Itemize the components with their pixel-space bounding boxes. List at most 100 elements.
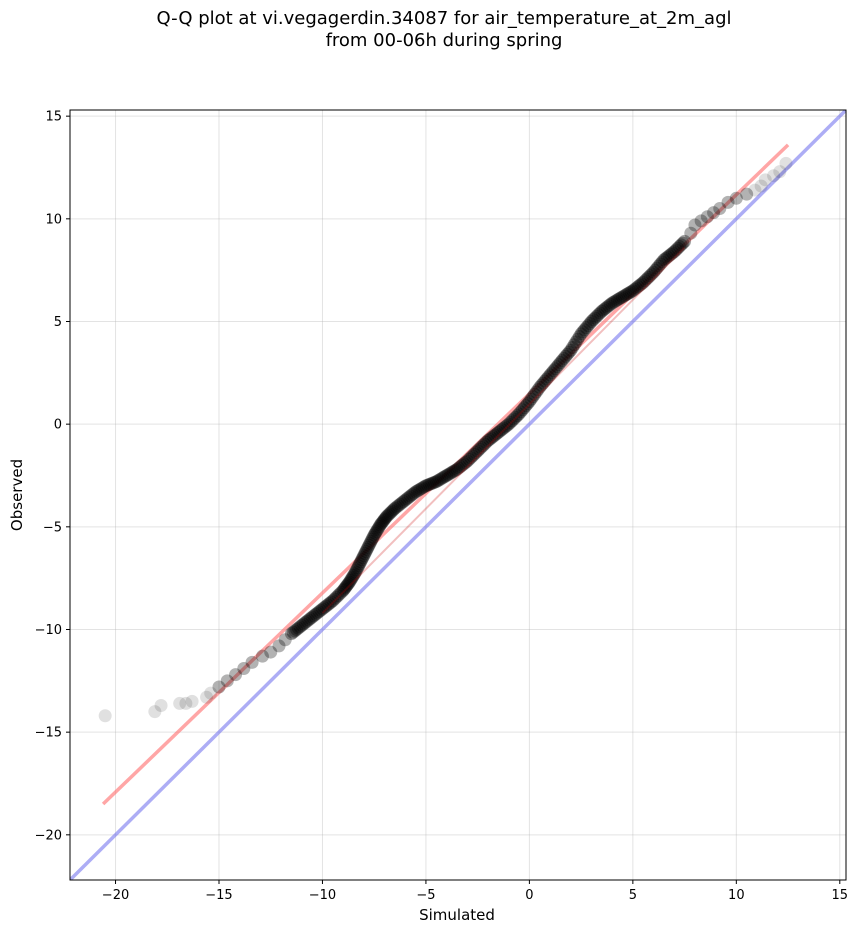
qq-point xyxy=(605,296,619,310)
qq-point xyxy=(419,479,433,493)
qq-point xyxy=(364,534,378,548)
qq-point xyxy=(346,568,360,582)
qq-point xyxy=(356,551,370,565)
qq-point xyxy=(519,399,533,413)
qq-point xyxy=(545,366,559,380)
qq-point xyxy=(779,156,793,170)
qq-point xyxy=(626,284,640,298)
y-tick-label: −5 xyxy=(43,520,62,535)
qq-point xyxy=(521,397,535,411)
qq-point xyxy=(490,427,504,441)
qq-point xyxy=(493,424,507,438)
qq-point xyxy=(272,639,286,653)
qq-point xyxy=(526,390,540,404)
qq-point xyxy=(355,553,369,567)
qq-point xyxy=(307,609,321,623)
qq-point xyxy=(459,455,473,469)
qq-point xyxy=(310,606,324,620)
qq-point xyxy=(638,274,652,288)
qq-point xyxy=(600,300,614,314)
qq-point xyxy=(462,452,476,466)
qq-point xyxy=(555,354,569,368)
x-tick-label: 0 xyxy=(525,888,533,903)
qq-point xyxy=(447,464,461,478)
qq-point xyxy=(478,437,492,451)
qq-point xyxy=(591,308,605,322)
qq-point xyxy=(397,495,411,509)
qq-point xyxy=(393,497,407,511)
qq-point xyxy=(624,285,638,299)
qq-point xyxy=(645,267,659,281)
qq-point xyxy=(363,536,377,550)
qq-point xyxy=(387,503,401,517)
qq-point xyxy=(721,195,735,209)
qq-point xyxy=(662,249,676,263)
qq-point xyxy=(622,286,636,300)
y-tick-label: −20 xyxy=(35,828,62,843)
qq-point xyxy=(382,507,396,521)
qq-point xyxy=(441,467,455,481)
x-axis-label: Simulated xyxy=(419,906,495,924)
y-tick-label: 15 xyxy=(45,110,62,125)
qq-point xyxy=(560,347,574,361)
qq-point xyxy=(421,478,435,492)
qq-point xyxy=(302,613,316,627)
qq-point xyxy=(636,275,650,289)
qq-point xyxy=(305,610,319,624)
qq-point xyxy=(237,662,251,676)
qq-point xyxy=(410,484,424,498)
qq-point xyxy=(700,210,714,224)
qq-point xyxy=(472,442,486,456)
qq-point xyxy=(319,599,333,613)
qq-point xyxy=(324,595,338,609)
qq-point xyxy=(517,401,531,415)
qq-point xyxy=(471,444,485,458)
qq-point xyxy=(312,605,326,619)
qq-point xyxy=(500,419,514,433)
qq-point xyxy=(374,516,388,530)
qq-point xyxy=(491,425,505,439)
qq-point xyxy=(185,694,199,708)
qq-point xyxy=(431,474,445,488)
plot-frame xyxy=(69,109,847,881)
qq-point xyxy=(403,489,417,503)
qq-point xyxy=(385,504,399,518)
chart-title: Q-Q plot at vi.vegagerdin.34087 for air_… xyxy=(156,8,732,29)
qq-point xyxy=(377,514,391,528)
qq-point xyxy=(488,428,502,442)
qq-point xyxy=(657,253,671,267)
qq-point xyxy=(349,565,363,579)
qq-point xyxy=(593,306,607,320)
qq-point xyxy=(345,570,359,584)
qq-point xyxy=(322,596,336,610)
qq-point xyxy=(367,528,381,542)
y-axis-label: Observed xyxy=(8,459,26,531)
qq-point xyxy=(671,241,685,255)
qq-point xyxy=(497,421,511,435)
grid-layer xyxy=(70,110,846,880)
qq-point xyxy=(590,309,604,323)
qq-point xyxy=(384,505,398,519)
qq-point xyxy=(479,435,493,449)
qq-point xyxy=(534,378,548,392)
qq-point xyxy=(595,304,609,318)
qq-point xyxy=(370,523,384,537)
qq-point xyxy=(758,173,772,187)
qq-point xyxy=(460,454,474,468)
qq-point xyxy=(507,412,521,426)
qq-point xyxy=(502,417,516,431)
qq-point xyxy=(676,236,690,250)
qq-point xyxy=(547,364,561,378)
qq-point xyxy=(598,301,612,315)
qq-point xyxy=(465,449,479,463)
qq-point xyxy=(286,625,300,639)
qq-point xyxy=(584,314,598,328)
qq-point xyxy=(414,482,428,496)
qq-point xyxy=(455,458,469,472)
qq-point xyxy=(607,295,621,309)
qq-point xyxy=(566,341,580,355)
qq-point xyxy=(342,575,356,589)
qq-point xyxy=(616,290,630,304)
qq-point xyxy=(264,645,278,659)
tick-layer: −20 −15 −10 −5 0 5 10 15 −20 −15 −10 −5 0 5 10 15 xyxy=(35,110,849,903)
